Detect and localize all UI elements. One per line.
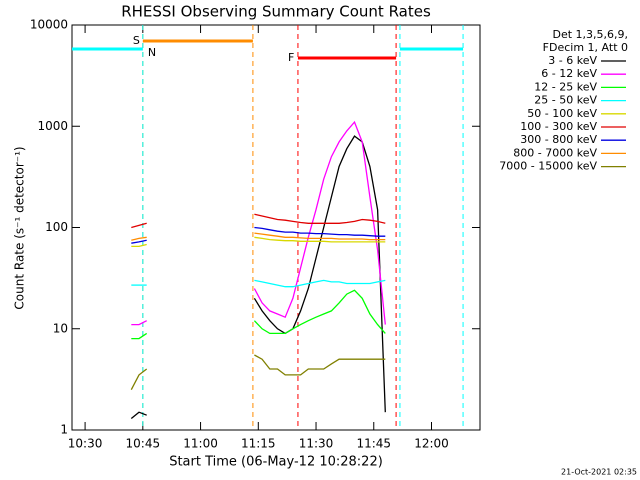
x-tick-label: 12:00 xyxy=(414,437,449,451)
y-tick-label: 10000 xyxy=(30,18,68,32)
series-line xyxy=(253,135,386,413)
x-tick-label: 10:30 xyxy=(68,437,103,451)
x-tick-label: 11:00 xyxy=(183,437,218,451)
legend-label: 7000 - 15000 keV xyxy=(499,160,597,173)
series-line xyxy=(131,332,148,340)
x-axis-label: Start Time (06-May-12 10:28:22) xyxy=(169,455,383,470)
series-line xyxy=(254,226,386,237)
series-line xyxy=(254,213,386,224)
y-tick-label: 100 xyxy=(45,220,68,234)
legend-label: 100 - 300 keV xyxy=(520,120,597,133)
legend-label: 3 - 6 keV xyxy=(548,54,597,67)
legend-label: 50 - 100 keV xyxy=(527,107,597,120)
footer: 21-Oct-2021 02:35 xyxy=(561,468,637,477)
x-tick-label: 11:45 xyxy=(356,437,391,451)
series-line xyxy=(254,279,386,288)
series-line xyxy=(131,222,147,229)
series-line xyxy=(254,354,386,376)
flag-label: S xyxy=(133,34,140,47)
x-tick-label: 11:15 xyxy=(241,437,276,451)
legend-header: FDecim 1, Att 0 xyxy=(543,41,628,54)
legend-label: 12 - 25 keV xyxy=(534,80,597,93)
series-line xyxy=(254,232,386,241)
y-tick-label: 1 xyxy=(60,423,68,437)
legend-label: 300 - 800 keV xyxy=(520,133,597,146)
series-line xyxy=(254,236,386,243)
flag-label: N xyxy=(148,46,156,59)
legend-label: 25 - 50 keV xyxy=(534,94,597,107)
series-line xyxy=(131,243,147,248)
y-tick-label: 1000 xyxy=(37,119,68,133)
series-line xyxy=(131,239,147,244)
series-line xyxy=(130,411,147,420)
legend-header: Det 1,3,5,6,9, xyxy=(552,28,628,41)
legend-label: 6 - 12 keV xyxy=(541,67,597,80)
series-line xyxy=(130,368,148,391)
series-line xyxy=(131,320,147,326)
series-line xyxy=(253,289,386,335)
x-tick-label: 10:45 xyxy=(126,437,161,451)
chart-title: RHESSI Observing Summary Count Rates xyxy=(121,3,431,21)
legend-label: 800 - 7000 keV xyxy=(513,146,597,159)
x-tick-label: 11:30 xyxy=(299,437,334,451)
flag-label: F xyxy=(288,51,294,64)
series-line xyxy=(253,120,386,325)
y-tick-label: 10 xyxy=(53,321,68,335)
y-axis-label: Count Rate (s⁻¹ detector⁻¹) xyxy=(13,146,27,309)
series-line xyxy=(131,236,147,241)
